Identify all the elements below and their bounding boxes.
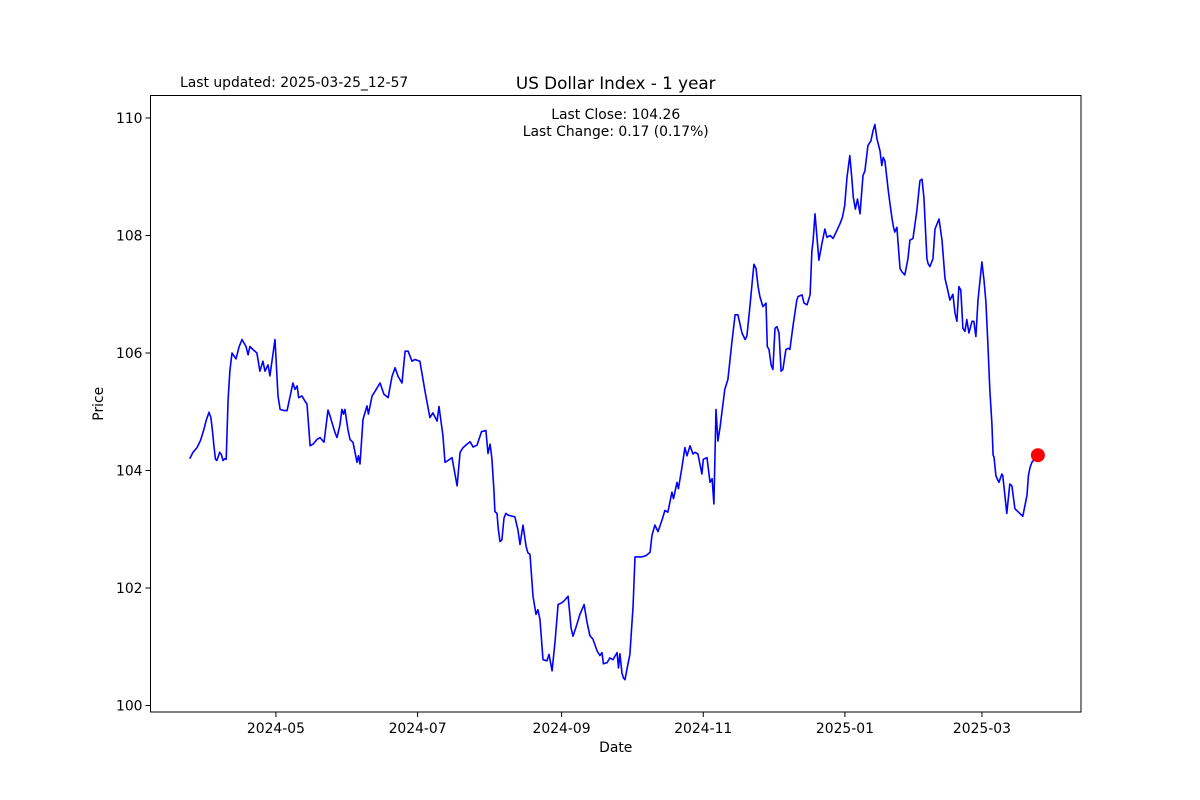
x-axis-label: Date xyxy=(599,740,632,756)
x-tick-label: 2024-09 xyxy=(533,721,591,737)
plot-border xyxy=(150,95,1082,713)
y-tick-label: 102 xyxy=(116,581,143,597)
y-axis-label: Price xyxy=(91,387,107,421)
x-tick-label: 2024-11 xyxy=(674,721,732,737)
y-tick-label: 108 xyxy=(116,229,143,245)
y-tick-label: 100 xyxy=(116,699,143,715)
x-tick-label: 2024-07 xyxy=(389,721,447,737)
annotation-last-change: Last Change: 0.17 (0.17%) xyxy=(523,124,709,140)
y-tick-label: 106 xyxy=(116,346,143,362)
y-tick-label: 104 xyxy=(116,464,143,480)
x-tick-label: 2025-01 xyxy=(816,721,874,737)
x-tick-label: 2025-03 xyxy=(953,721,1011,737)
annotation-last-close: Last Close: 104.26 xyxy=(551,107,680,123)
y-axis-ticks: 100 102 104 106 108 110 xyxy=(116,111,151,715)
price-line-series xyxy=(189,123,1039,681)
chart-title: US Dollar Index - 1 year xyxy=(516,73,716,93)
last-updated-text: Last updated: 2025-03-25_12-57 xyxy=(180,75,408,91)
x-axis-ticks: 2024-05 2024-07 2024-09 2024-11 2025-01 2025-… xyxy=(247,712,1011,737)
last-close-marker xyxy=(1030,448,1045,463)
x-tick-label: 2024-05 xyxy=(247,721,305,737)
y-tick-label: 110 xyxy=(116,111,143,127)
